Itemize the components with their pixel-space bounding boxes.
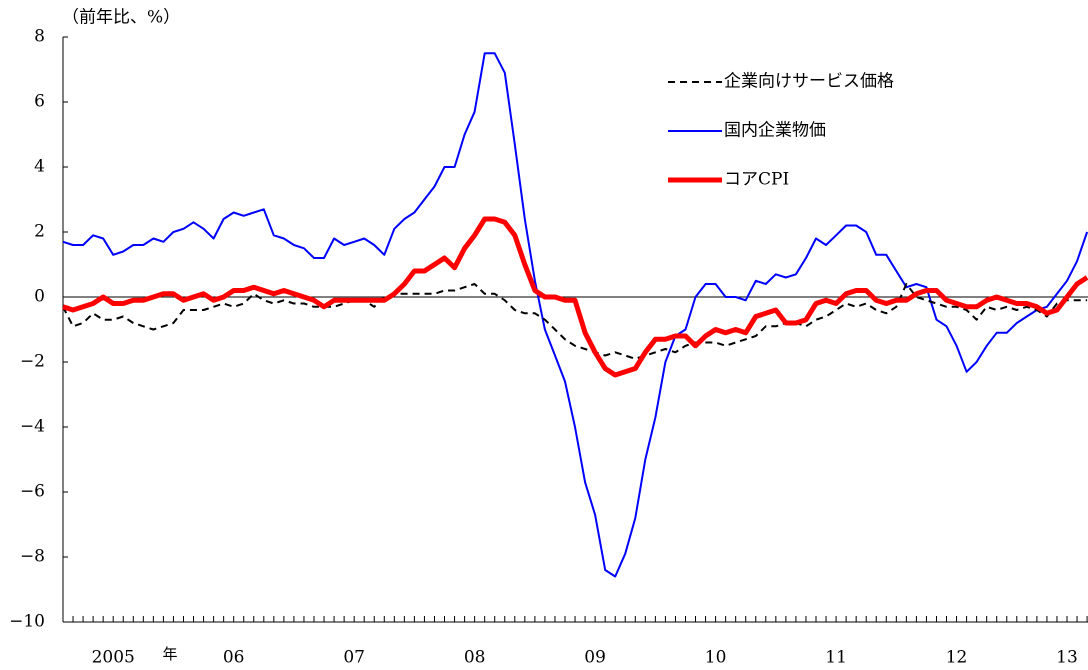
- series-line: [62, 283, 1088, 360]
- legend-label: コアCPI: [724, 170, 789, 190]
- x-tick-label: 06: [223, 648, 245, 668]
- chart-title: （前年比、%）: [62, 8, 180, 28]
- x-tick-label: 07: [343, 648, 365, 668]
- y-tick-label: −6: [20, 482, 45, 502]
- y-tick-label: −2: [20, 352, 45, 372]
- y-tick-label: 6: [34, 92, 45, 112]
- series-line: [62, 216, 1088, 378]
- x-tick-label: 10: [705, 648, 727, 668]
- x-unit-label: 年: [162, 645, 177, 663]
- y-tick-label: −8: [20, 547, 45, 567]
- series-line: [62, 52, 1088, 578]
- x-tick-label: 09: [584, 648, 606, 668]
- legend-label: 国内企業物価: [724, 121, 826, 141]
- x-tick-label: 08: [464, 648, 486, 668]
- y-tick-label: 8: [34, 27, 45, 47]
- x-tick-label: 2005: [92, 648, 135, 668]
- legend-label: 企業向けサービス価格: [724, 72, 894, 92]
- x-tick-label: 13: [1056, 648, 1078, 668]
- x-tick-label: 11: [825, 648, 847, 668]
- y-tick-label: −4: [20, 417, 45, 437]
- y-tick-label: 0: [34, 287, 45, 307]
- y-tick-label: 4: [34, 157, 45, 177]
- x-tick-label: 12: [946, 648, 968, 668]
- y-tick-label: −10: [9, 612, 45, 632]
- y-tick-label: 2: [34, 222, 45, 242]
